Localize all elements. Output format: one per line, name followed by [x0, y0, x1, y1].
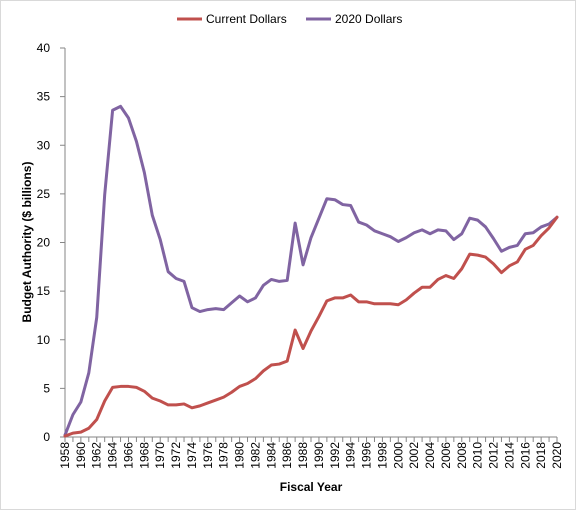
- x-tick-label: 2018: [534, 442, 548, 469]
- y-tick-label: 10: [37, 333, 51, 347]
- x-tick-label: 1970: [153, 442, 167, 469]
- x-tick-label: 2016: [518, 442, 532, 469]
- x-tick-label: 1998: [375, 442, 389, 469]
- legend-label-current: Current Dollars: [206, 12, 287, 26]
- series-lines: [63, 104, 559, 438]
- y-tick-labels: 0 5 10 15 20 25 30 35 40: [37, 41, 51, 444]
- series-line-current-dollars: [63, 215, 559, 438]
- axes: [60, 47, 558, 442]
- x-tick-label: 1978: [217, 442, 231, 469]
- x-tick-label: 2012: [487, 442, 501, 469]
- x-tick-label: 1974: [185, 442, 199, 469]
- x-tick-label: 2010: [471, 442, 485, 469]
- x-tick-label: 2006: [439, 442, 453, 469]
- x-tick-label: 2020: [550, 442, 564, 469]
- y-tick-label: 25: [37, 187, 51, 201]
- x-tick-label: 1964: [106, 442, 120, 469]
- x-tick-label: 1960: [74, 442, 88, 469]
- x-tick-label: 2002: [407, 442, 421, 469]
- legend-label-2020: 2020 Dollars: [335, 12, 402, 26]
- x-axis-title: Fiscal Year: [280, 480, 343, 494]
- x-tick-label: 1996: [360, 442, 374, 469]
- x-tick-label: 1976: [201, 442, 215, 469]
- x-tick-label: 1990: [312, 442, 326, 469]
- y-tick-label: 0: [43, 430, 50, 444]
- x-tick-label: 1982: [248, 442, 262, 469]
- x-tick-label: 1988: [296, 442, 310, 469]
- x-tick-label: 1972: [169, 442, 183, 469]
- x-tick-label: 1968: [137, 442, 151, 469]
- y-tick-label: 30: [37, 138, 51, 152]
- x-tick-label: 2008: [455, 442, 469, 469]
- y-axis-title: Budget Authority ($ billions): [20, 162, 34, 323]
- y-tick-label: 35: [37, 90, 51, 104]
- y-tick-label: 5: [43, 381, 50, 395]
- y-tick-label: 15: [37, 284, 51, 298]
- x-tick-label: 1958: [58, 442, 72, 469]
- legend: Current Dollars 2020 Dollars: [177, 12, 402, 26]
- x-tick-label: 1962: [90, 442, 104, 469]
- x-tick-labels: 1958 1960 1962 1964 1966 1968 1970 1972 1974 1976…: [58, 442, 564, 469]
- x-tick-label: 1994: [344, 442, 358, 469]
- x-tick-label: 2000: [391, 442, 405, 469]
- y-tick-label: 20: [37, 236, 51, 250]
- x-tick-label: 2004: [423, 442, 437, 469]
- x-tick-label: 2014: [502, 442, 516, 469]
- x-tick-label: 1966: [121, 442, 135, 469]
- x-tick-label: 1984: [264, 442, 278, 469]
- y-tick-label: 40: [37, 41, 51, 55]
- x-tick-label: 1986: [280, 442, 294, 469]
- series-line-2020-dollars: [63, 104, 559, 437]
- x-tick-label: 1992: [328, 442, 342, 469]
- x-tick-label: 1980: [233, 442, 247, 469]
